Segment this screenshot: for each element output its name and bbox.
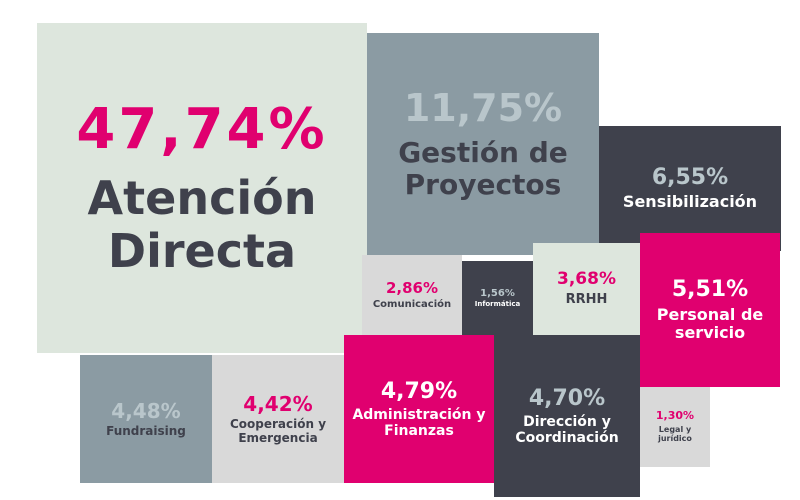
treemap-tile-cooperacion-y-emergencia: 4,42% Cooperación y Emergencia	[212, 355, 344, 483]
tile-label: Fundraising	[106, 423, 186, 438]
treemap-tile-informatica: 1,56% Informática	[462, 261, 533, 335]
tile-label: Sensibilización	[622, 192, 758, 212]
tile-label: Personal de servicio	[656, 304, 764, 343]
tile-label: Administración y Finanzas	[352, 407, 486, 440]
tile-label: Dirección y Coordinación	[515, 414, 619, 447]
tile-label: Atención Directa	[87, 170, 317, 278]
tile-label: RRHH	[565, 291, 608, 307]
tile-label: Informática	[474, 300, 521, 309]
tile-percentage: 1,30%	[655, 409, 695, 423]
treemap-tile-atencion-directa: 47,74% Atención Directa	[37, 23, 367, 353]
treemap-tile-legal-y-juridico: 1,30% Legal y jurídico	[640, 387, 710, 467]
tile-label: Comunicación	[372, 298, 452, 310]
treemap-tile-gestion-de-proyectos: 11,75% Gestión de Proyectos	[367, 33, 599, 255]
tile-percentage: 11,75%	[403, 85, 563, 130]
treemap-tile-sensibilizacion: 6,55% Sensibilización	[599, 126, 781, 251]
treemap-tile-administracion-y-finanzas: 4,79% Administración y Finanzas	[344, 335, 494, 483]
tile-percentage: 3,68%	[557, 269, 616, 290]
tile-label: Cooperación y Emergencia	[229, 416, 327, 445]
tile-percentage: 5,51%	[671, 277, 749, 303]
tile-percentage: 4,79%	[380, 378, 458, 404]
tile-percentage: 4,48%	[111, 398, 181, 423]
tile-percentage: 1,56%	[480, 287, 515, 299]
tile-percentage: 2,86%	[385, 278, 439, 297]
tile-percentage: 4,70%	[528, 385, 606, 411]
tile-label: Gestión de Proyectos	[398, 135, 568, 201]
treemap-tile-fundraising: 4,48% Fundraising	[80, 355, 212, 483]
tile-percentage: 47,74%	[76, 97, 328, 163]
tile-percentage: 6,55%	[651, 165, 729, 191]
tile-label: Legal y jurídico	[658, 425, 692, 444]
tile-percentage: 4,42%	[243, 391, 313, 416]
treemap-tile-rrhh: 3,68% RRHH	[533, 243, 640, 335]
treemap-tile-personal-de-servicio: 5,51% Personal de servicio	[640, 233, 780, 387]
treemap-tile-comunicacion: 2,86% Comunicación	[362, 255, 462, 335]
treemap-tile-direccion-y-coordinacion: 4,70% Dirección y Coordinación	[494, 335, 640, 497]
